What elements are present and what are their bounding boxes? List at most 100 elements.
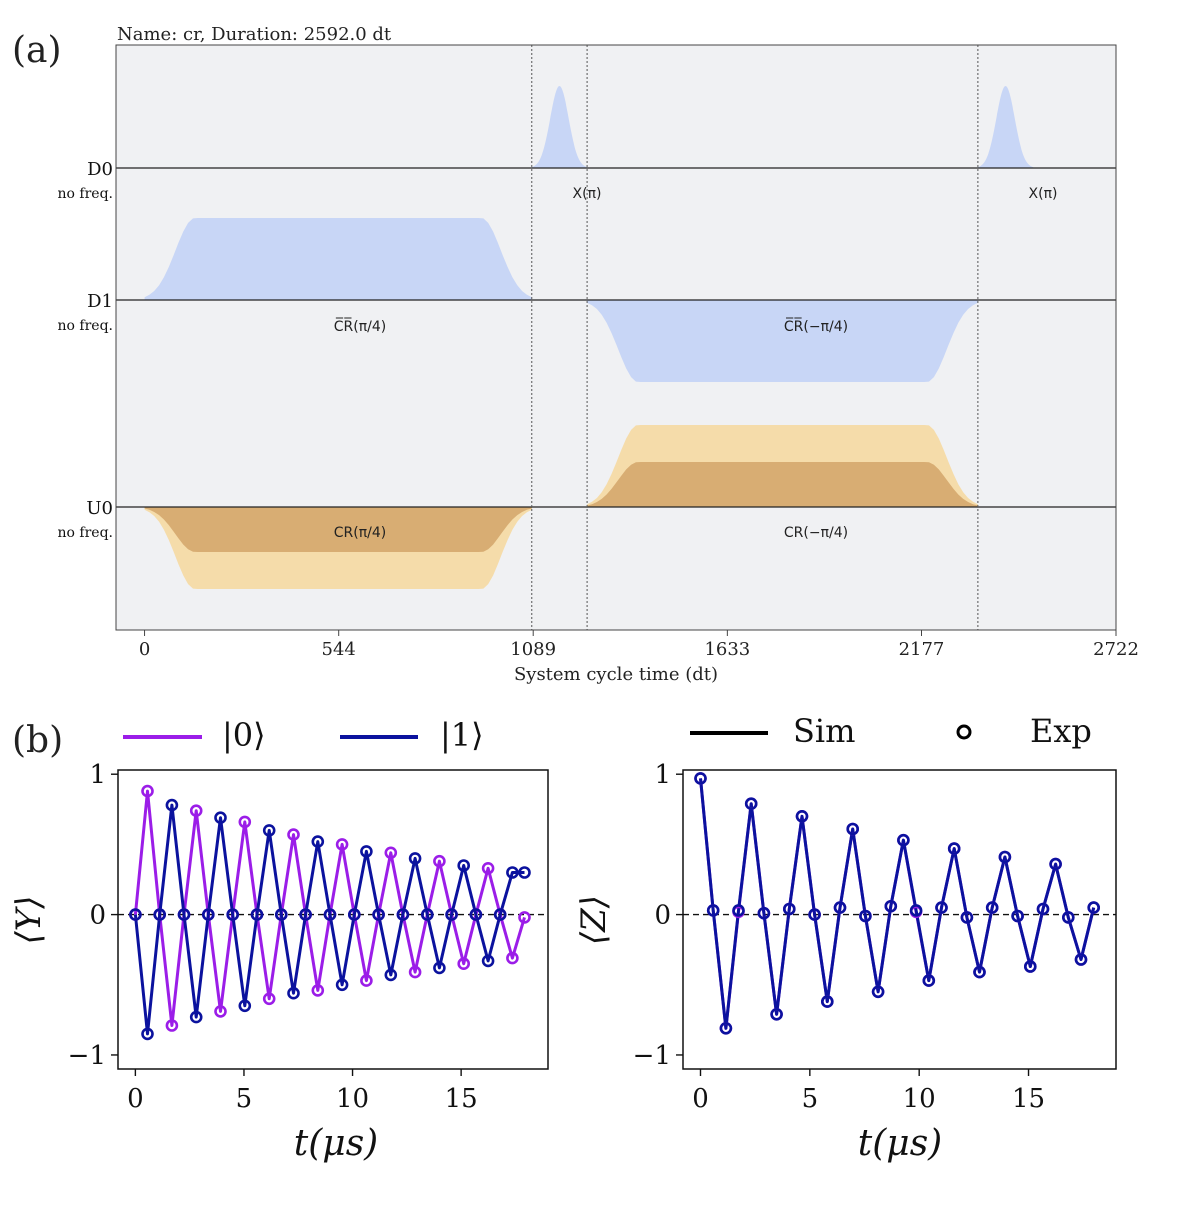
y-data-point	[518, 866, 531, 879]
z-data-point	[922, 974, 936, 987]
z-data-point	[770, 1007, 783, 1021]
x-tick-label: 2722	[1093, 639, 1139, 660]
y-data-point	[287, 828, 300, 841]
y-data-point	[384, 846, 398, 860]
channel-label-d0: D0	[87, 159, 113, 180]
pulse-label-x-pi-2: X(π)	[1029, 186, 1058, 202]
pulse-d0-0	[531, 86, 588, 168]
schedule-x-axis-label: System cycle time (dt)	[514, 664, 718, 685]
x-tick-label: 0	[127, 1084, 144, 1114]
x-tick-label: 15	[445, 1084, 478, 1114]
z-data-point	[985, 901, 999, 914]
x-tick-label: 0	[692, 1084, 709, 1114]
z-data-point	[706, 904, 720, 917]
y-data-point	[262, 824, 276, 837]
x-tick-label: 5	[236, 1084, 253, 1114]
z-data-point	[1024, 960, 1037, 973]
y-data-point	[226, 908, 239, 921]
panel-b-expectation-plots: (b) |0⟩ |1⟩ Sim Exp −1 0 1 0 5 10	[9, 712, 1117, 1164]
y-data-point	[238, 815, 252, 829]
z-data-point	[960, 911, 974, 924]
x-tick-label: 1633	[704, 639, 750, 660]
y-data-point	[189, 804, 203, 818]
y-data-point	[177, 908, 191, 921]
y-data-point	[481, 861, 495, 875]
y-data-point	[311, 984, 325, 997]
legend-label-sim: Sim	[793, 712, 856, 750]
channel-label-d1: D1	[87, 291, 113, 312]
schedule-x-ticks: 0 544 1089 1633 2177 2722	[139, 630, 1139, 660]
y-data-point	[457, 859, 471, 872]
z-series-line-0	[699, 778, 1096, 1030]
schedule-frame	[115, 44, 1117, 631]
plot-z-expectation: −1 0 1 0 5 10 15 ⟨Z⟩ t(μs)	[574, 760, 1117, 1164]
y-data-point	[129, 908, 142, 921]
x-tick-label: 15	[1012, 1084, 1045, 1114]
y-data-point	[408, 965, 422, 979]
y-data-point	[311, 835, 325, 848]
legend-left: |0⟩ |1⟩	[123, 716, 484, 754]
z-data-point	[757, 906, 771, 920]
plot-z-ticks: −1 0 1 0 5 10 15	[633, 760, 1045, 1114]
y-data-point	[189, 1010, 203, 1024]
x-tick-label: 544	[322, 639, 356, 660]
z-data-point	[998, 850, 1012, 864]
y-data-point	[360, 974, 373, 987]
y-data-point	[420, 908, 434, 921]
z-series-group	[683, 772, 1116, 1035]
plot-y-x-axis-label: t(μs)	[294, 1123, 378, 1164]
panel-label-a: (a)	[12, 30, 62, 71]
plot-y-y-axis-label: ⟨Y⟩	[9, 896, 49, 945]
y-tick-label: 1	[89, 760, 106, 790]
y-data-point	[469, 908, 483, 921]
z-data-point	[1036, 902, 1050, 916]
z-data-point	[808, 908, 821, 921]
y-tick-label: −1	[68, 1041, 106, 1071]
y-data-point	[262, 992, 276, 1006]
y-data-point	[323, 908, 337, 921]
schedule-barriers	[531, 45, 979, 630]
y-data-point	[360, 845, 373, 858]
z-data-point	[694, 772, 707, 785]
z-data-point	[1087, 901, 1100, 914]
y-data-point	[493, 908, 507, 921]
y-data-point	[372, 908, 385, 921]
y-data-point	[153, 908, 166, 921]
y-data-point	[457, 957, 471, 971]
y-tick-label: 0	[89, 901, 106, 931]
y-data-point	[141, 784, 154, 798]
x-tick-label: 5	[802, 1084, 819, 1114]
plot-z-frame	[682, 769, 1117, 1070]
z-data-point	[871, 985, 885, 999]
y-data-point	[214, 1005, 227, 1018]
z-data-point	[846, 822, 860, 836]
legend-label-exp: Exp	[1030, 712, 1092, 750]
z-data-point	[1011, 909, 1024, 923]
pulse-label-cr-neg: CR(−π/4)	[784, 525, 848, 541]
y-tick-label: 0	[654, 901, 671, 931]
z-data-point	[947, 842, 961, 855]
z-data-point	[732, 904, 745, 917]
pulse-u0-inner-5	[587, 462, 978, 507]
y-data-point	[408, 852, 422, 865]
legend-marker-exp	[956, 724, 972, 740]
plot-y-frame	[117, 769, 549, 1070]
z-data-point	[833, 901, 847, 914]
z-data-point	[884, 899, 898, 913]
channel-sub-u0: no freq.	[58, 525, 113, 541]
y-data-point	[165, 798, 179, 812]
y-data-point	[165, 1019, 179, 1032]
panel-a-pulse-schedule: (a) Name: cr, Duration: 2592.0 dt D0 no …	[12, 24, 1139, 685]
pulse-label-x-pi-1: X(π)	[573, 186, 602, 202]
pulse-label-crbar-neg: C̅R̅(−π/4)	[784, 317, 848, 335]
y-data-point	[506, 951, 519, 965]
y-data-point	[433, 854, 446, 868]
z-data-point	[1074, 953, 1088, 966]
z-data-point	[782, 902, 796, 916]
y-data-point	[518, 911, 531, 924]
y-data-point	[287, 986, 300, 1000]
pulse-label-crbar-pos: C̅R̅(π/4)	[334, 317, 386, 335]
y-data-point	[274, 908, 288, 921]
y-tick-label: 1	[654, 760, 671, 790]
